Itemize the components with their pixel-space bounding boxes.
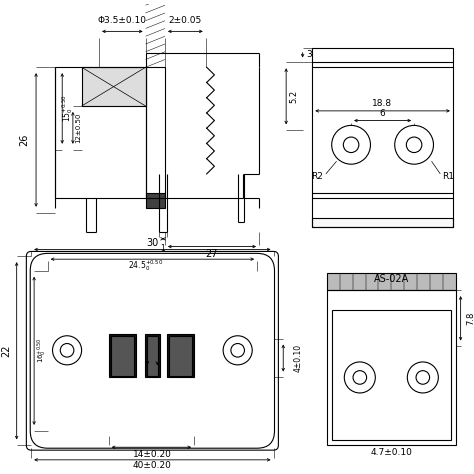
Bar bbox=[109, 334, 136, 377]
Text: 16$^{+0.50}_{0}$: 16$^{+0.50}_{0}$ bbox=[36, 337, 49, 363]
Text: 2±0.05: 2±0.05 bbox=[169, 16, 202, 25]
Text: 7.8: 7.8 bbox=[467, 311, 474, 325]
Text: 4±0.10: 4±0.10 bbox=[293, 344, 302, 372]
Bar bbox=[169, 336, 192, 375]
Text: 27: 27 bbox=[205, 249, 218, 259]
Text: 24.5$^{+0.50}_{0}$: 24.5$^{+0.50}_{0}$ bbox=[128, 258, 163, 273]
Bar bbox=[327, 273, 456, 290]
Text: 3: 3 bbox=[307, 50, 312, 59]
Text: 15$^{+0.50}_{0}$: 15$^{+0.50}_{0}$ bbox=[61, 94, 75, 122]
Text: 40±0.20: 40±0.20 bbox=[133, 461, 172, 470]
Bar bbox=[82, 67, 146, 106]
Bar bbox=[146, 336, 158, 375]
Text: 26: 26 bbox=[19, 134, 29, 146]
Bar bbox=[312, 218, 453, 227]
Text: Φ3.5±0.10: Φ3.5±0.10 bbox=[98, 16, 147, 25]
Text: AS-02A: AS-02A bbox=[374, 273, 409, 283]
Text: 6: 6 bbox=[379, 109, 385, 118]
Text: 18.8: 18.8 bbox=[372, 99, 392, 108]
Bar bbox=[111, 336, 134, 375]
Text: R2: R2 bbox=[311, 172, 323, 181]
Text: 22: 22 bbox=[1, 344, 11, 356]
Text: 30: 30 bbox=[146, 237, 158, 248]
Text: 5.2: 5.2 bbox=[290, 90, 299, 103]
Text: 14±0.20: 14±0.20 bbox=[133, 450, 172, 459]
Bar bbox=[146, 67, 165, 198]
Text: 1: 1 bbox=[161, 244, 165, 253]
Bar bbox=[327, 290, 456, 445]
Bar bbox=[145, 334, 160, 377]
Text: 12±0.50: 12±0.50 bbox=[76, 112, 82, 143]
Bar bbox=[332, 310, 451, 440]
Bar bbox=[167, 334, 194, 377]
Bar bbox=[146, 193, 165, 208]
Bar bbox=[312, 48, 453, 227]
Text: R1: R1 bbox=[442, 172, 454, 181]
Text: 4.7±0.10: 4.7±0.10 bbox=[370, 447, 412, 456]
